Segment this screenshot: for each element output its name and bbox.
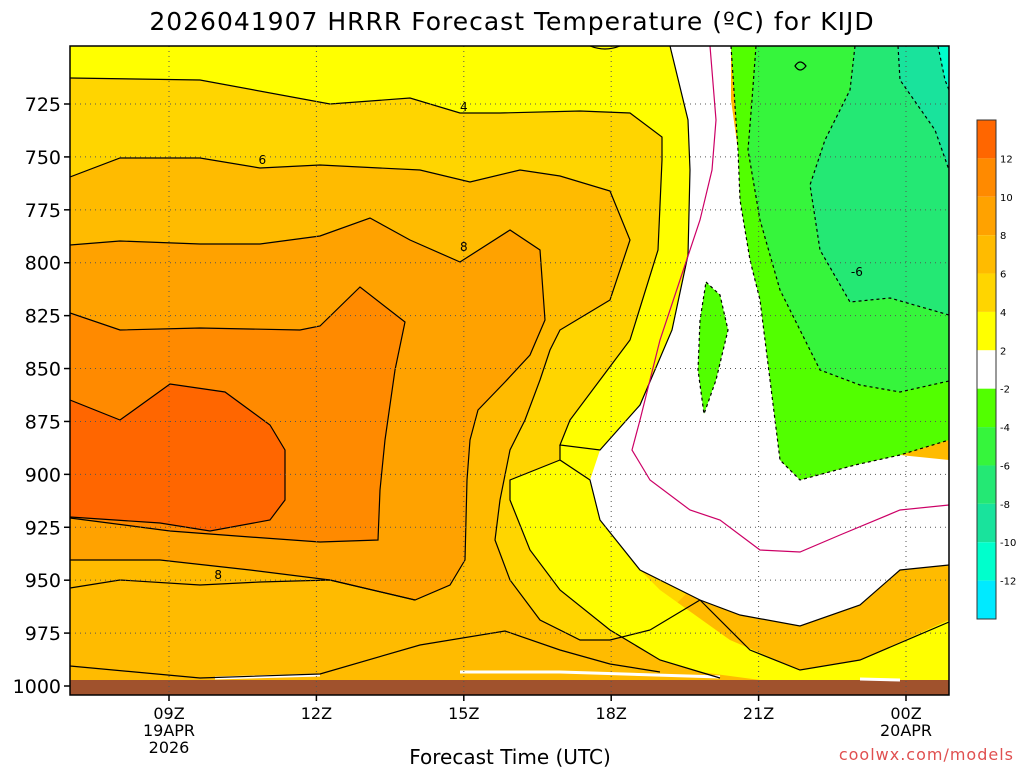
x-tick-label: 21Z bbox=[743, 704, 774, 723]
colorbar-frame bbox=[976, 119, 997, 620]
contour-6-lower bbox=[70, 630, 661, 679]
y-tick-label: 950 bbox=[25, 570, 61, 592]
grid-lines bbox=[70, 46, 949, 695]
contour-label: -6 bbox=[851, 265, 863, 279]
pressure-axis: 725 750 775 800 825 850 875 900 925 950 975 1000 bbox=[13, 94, 70, 698]
contour-value-labels: 4 6 8 8 -6 bbox=[214, 100, 863, 582]
colorbar-bin bbox=[977, 158, 996, 197]
colorbar-label: 2 bbox=[1000, 346, 1006, 357]
surface-ground bbox=[70, 680, 949, 695]
x-tick-label: 12Z bbox=[301, 704, 332, 723]
colorbar-bin bbox=[977, 311, 996, 351]
contour-label: 6 bbox=[259, 153, 267, 167]
colorbar-bin bbox=[977, 350, 996, 389]
contour-minus2-dash bbox=[730, 46, 949, 481]
colorbar-bin bbox=[977, 503, 996, 543]
contour-6 bbox=[70, 157, 651, 641]
y-tick-label: 750 bbox=[25, 147, 61, 169]
colorbar-label: -8 bbox=[1000, 500, 1010, 511]
y-tick-label: 975 bbox=[25, 623, 61, 645]
contour-12 bbox=[70, 383, 286, 532]
x-tick-label: 2026 bbox=[149, 738, 190, 757]
colorbar-bin bbox=[977, 388, 996, 428]
region-minus4-minus2-island bbox=[698, 282, 728, 414]
colorbar-bin bbox=[977, 273, 996, 312]
colorbar-label: 6 bbox=[1000, 270, 1006, 281]
y-tick-label: 900 bbox=[25, 464, 61, 486]
colorbar: 12 10 8 6 4 2 -2 -4 -6 -8 -10 -12 bbox=[976, 119, 1016, 620]
colorbar-bin bbox=[977, 235, 996, 274]
region-12-14 bbox=[70, 384, 285, 531]
colorbar-bin bbox=[977, 427, 996, 466]
contour-8-lower bbox=[70, 579, 416, 601]
contour-4-lower bbox=[509, 459, 721, 679]
x-tick-label: 09Z bbox=[153, 704, 184, 723]
contour-0-magenta bbox=[631, 46, 949, 553]
colorbar-label: 4 bbox=[1000, 308, 1006, 319]
credit-text[interactable]: coolwx.com/models bbox=[839, 745, 1014, 764]
contour-4 bbox=[70, 46, 691, 451]
region-minus8-minus6 bbox=[810, 46, 949, 315]
x-axis-title: Forecast Time (UTC) bbox=[409, 745, 611, 768]
colorbar-label: 10 bbox=[1000, 193, 1013, 204]
region-minus12-minus10 bbox=[938, 46, 949, 90]
y-tick-label: 825 bbox=[25, 306, 61, 328]
contour-label: 8 bbox=[460, 240, 468, 254]
temperature-field bbox=[70, 46, 949, 695]
x-tick-label: 00Z bbox=[890, 704, 921, 723]
colorbar-label: -2 bbox=[1000, 385, 1010, 396]
colorbar-bin bbox=[977, 196, 996, 236]
y-tick-label: 850 bbox=[25, 359, 61, 381]
region-minus10-minus8 bbox=[898, 46, 949, 170]
contour-lines bbox=[70, 46, 949, 679]
colorbar-label: -10 bbox=[1000, 538, 1016, 549]
colorbar-bin bbox=[977, 120, 996, 159]
colorbar-bin bbox=[977, 542, 996, 581]
colorbar-label: -12 bbox=[1000, 577, 1016, 588]
colorbar-label: -6 bbox=[1000, 461, 1010, 472]
colorbar-label: 12 bbox=[1000, 154, 1013, 165]
colorbar-label: -4 bbox=[1000, 423, 1010, 434]
x-tick-label: 15Z bbox=[448, 704, 479, 723]
y-tick-label: 1000 bbox=[13, 676, 61, 698]
chart-title: 2026041907 HRRR Forecast Temperature (ºC… bbox=[149, 7, 874, 36]
y-tick-label: 875 bbox=[25, 411, 61, 433]
contour-minus2-island bbox=[697, 280, 729, 415]
x-tick-label: 20APR bbox=[880, 721, 932, 740]
contour-minus4-dash bbox=[747, 46, 949, 393]
x-tick-label: 19APR bbox=[143, 721, 195, 740]
plot-frame bbox=[69, 45, 950, 696]
y-tick-label: 775 bbox=[25, 200, 61, 222]
contour-minus8-dash bbox=[897, 46, 949, 171]
contour-label: 8 bbox=[214, 568, 222, 582]
colorbar-bin bbox=[977, 580, 996, 619]
colorbar-label: 8 bbox=[1000, 231, 1006, 242]
colorbar-bin bbox=[977, 465, 996, 504]
contour-minus6-dash bbox=[809, 46, 949, 316]
contour-10 bbox=[70, 286, 406, 543]
y-tick-label: 725 bbox=[25, 94, 61, 116]
y-tick-label: 925 bbox=[25, 517, 61, 539]
contour-small-top bbox=[505, 46, 807, 71]
region-minus2-2 bbox=[590, 46, 949, 626]
contour-label: 4 bbox=[460, 100, 468, 114]
contour-2-bottom bbox=[649, 599, 949, 671]
y-tick-label: 800 bbox=[25, 253, 61, 275]
x-tick-label: 18Z bbox=[596, 704, 627, 723]
